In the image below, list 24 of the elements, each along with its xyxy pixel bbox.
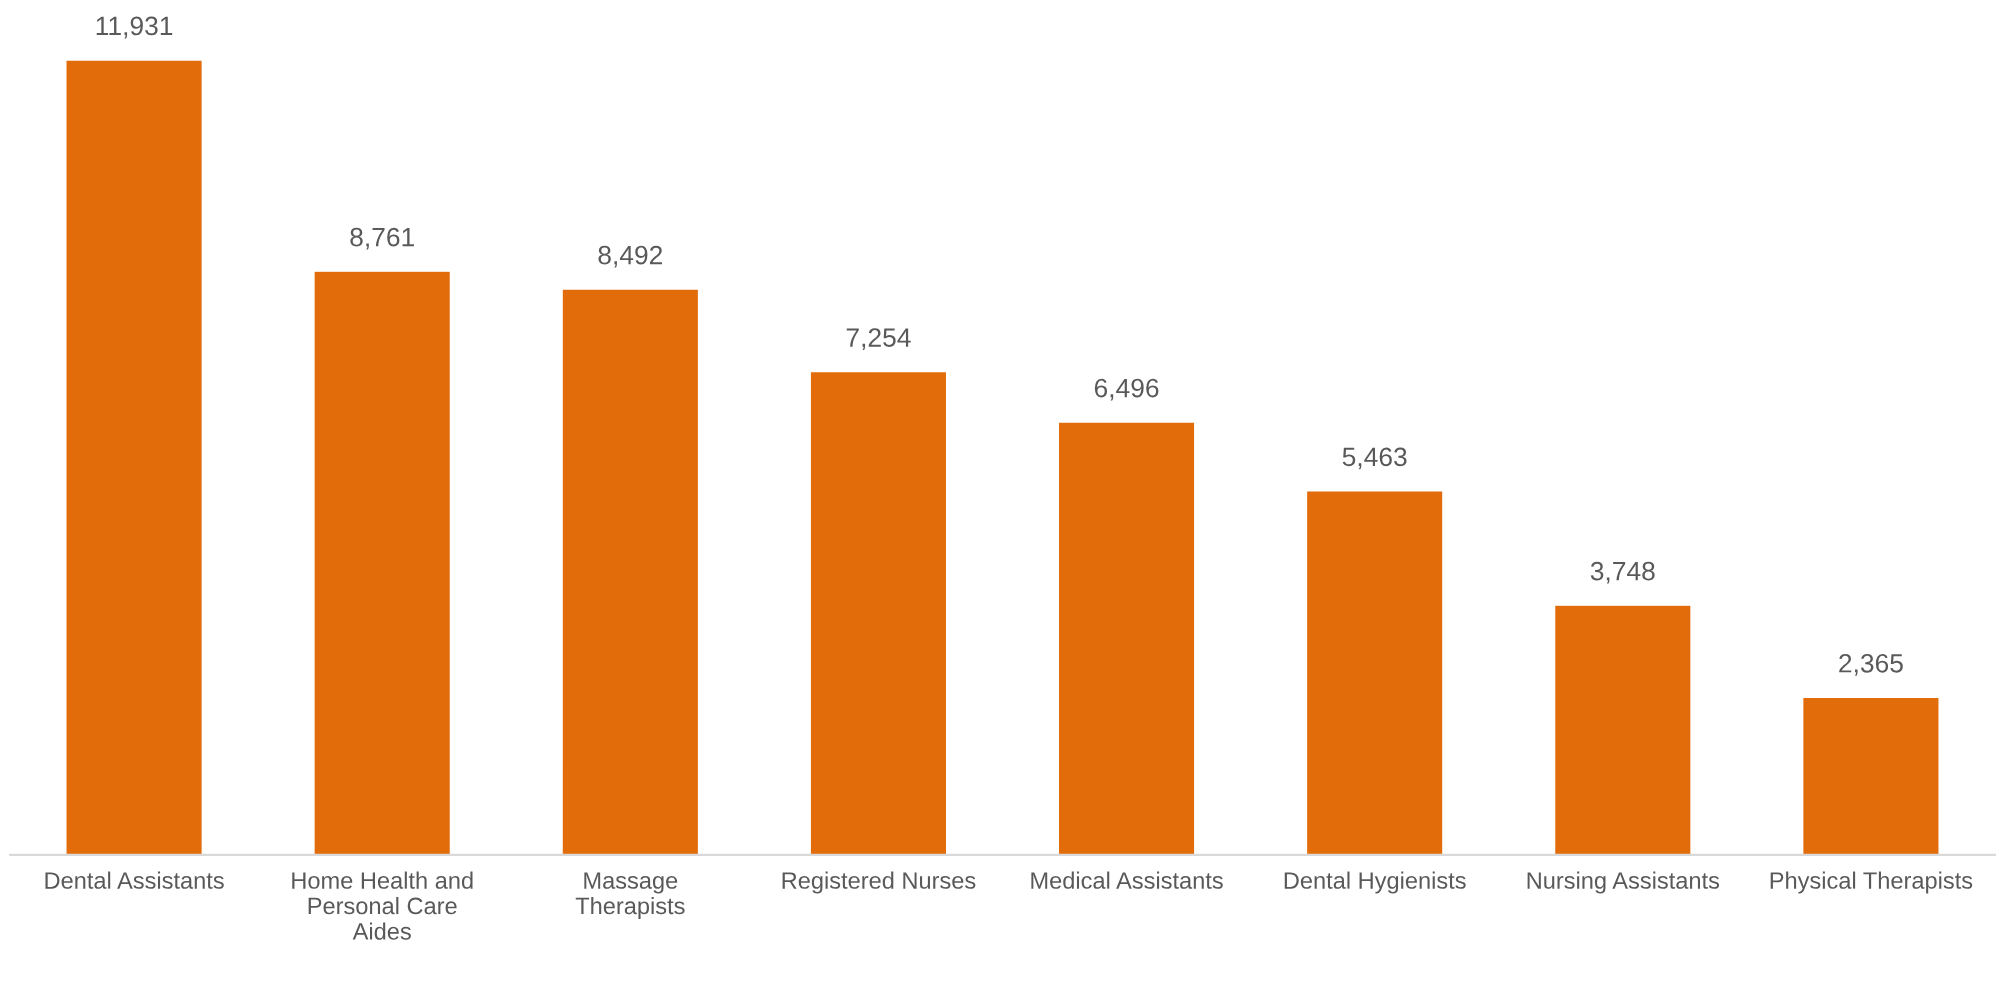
- bar: [65, 59, 204, 855]
- data-label: 5,463: [1342, 447, 1407, 470]
- bar: [1057, 421, 1196, 855]
- bar: [809, 370, 948, 855]
- bar: [1553, 604, 1692, 855]
- x-tick-label: Dental Assistants: [45, 871, 224, 889]
- x-tick-label: Nursing Assistants: [1527, 871, 1720, 894]
- x-tick-label: Physical Therapists: [1770, 871, 1973, 894]
- data-label: 7,254: [846, 328, 911, 351]
- x-tick-label: Home Health and Personal Care Aides: [292, 871, 473, 940]
- bar: [1801, 696, 1940, 855]
- bar: [1305, 490, 1444, 855]
- data-label: 8,761: [350, 227, 414, 250]
- x-tick-label: Massage Therapists: [575, 872, 685, 919]
- data-label: 6,496: [1094, 378, 1159, 401]
- data-label: 3,748: [1590, 561, 1655, 584]
- data-label: 8,492: [598, 245, 663, 268]
- bar: [561, 288, 700, 855]
- x-tick-label: Dental Hygienists: [1284, 871, 1466, 894]
- data-label: 2,365: [1839, 653, 1903, 676]
- bar: [313, 270, 452, 855]
- x-tick-label: Registered Nurses: [782, 871, 976, 894]
- data-label: 11,931: [96, 16, 173, 39]
- x-tick-label: Medical Assistants: [1031, 871, 1223, 889]
